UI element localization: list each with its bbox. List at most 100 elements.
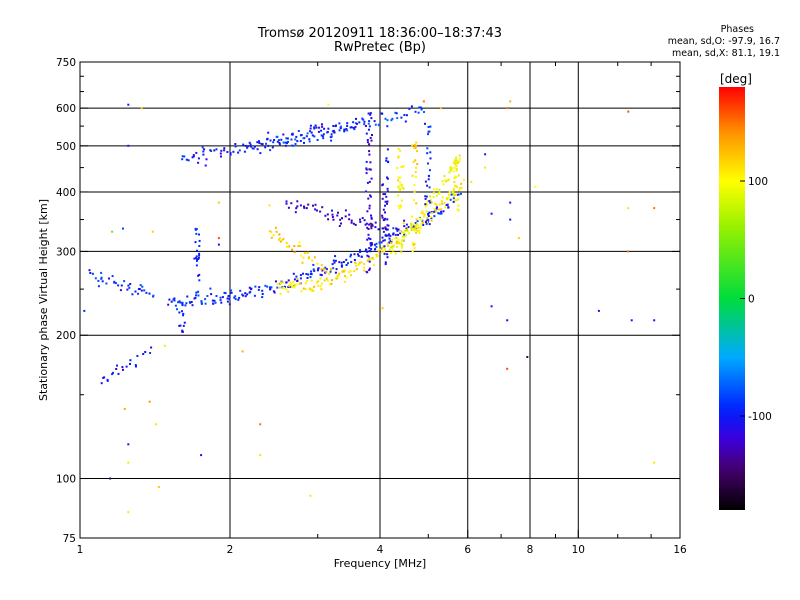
data-point (353, 253, 356, 256)
data-point (312, 289, 315, 292)
data-point (340, 261, 343, 264)
data-points (83, 100, 656, 514)
data-point (179, 301, 182, 304)
data-point (319, 273, 322, 276)
data-point (627, 110, 630, 113)
data-point (349, 270, 352, 273)
data-point (385, 234, 388, 237)
data-point (627, 250, 630, 253)
data-point (213, 299, 216, 302)
data-point (381, 216, 384, 219)
data-point (317, 284, 320, 287)
data-point (391, 239, 393, 242)
data-point (353, 128, 356, 131)
data-point (319, 277, 322, 280)
data-point (370, 216, 373, 219)
data-point (275, 230, 278, 233)
data-point (399, 230, 402, 233)
data-point (382, 230, 385, 233)
data-point (509, 201, 512, 204)
data-point (367, 233, 370, 236)
data-point (151, 230, 154, 233)
data-point (402, 238, 405, 241)
data-point (305, 207, 308, 210)
data-point (404, 234, 407, 237)
data-point (369, 222, 372, 225)
data-point (186, 295, 189, 298)
data-point (270, 236, 273, 239)
data-point (195, 232, 198, 235)
data-point (353, 259, 356, 261)
data-point (438, 212, 441, 215)
data-point (365, 160, 368, 163)
data-point (279, 240, 282, 243)
data-point (329, 270, 332, 273)
data-point (334, 259, 337, 262)
data-point (386, 119, 389, 122)
data-point (386, 125, 389, 128)
data-point (426, 152, 429, 155)
data-point (452, 191, 455, 194)
data-point (328, 272, 331, 275)
data-point (442, 210, 445, 213)
data-point (205, 158, 208, 161)
data-point (427, 178, 430, 181)
data-point (441, 202, 444, 205)
data-point (331, 209, 333, 212)
data-point (254, 145, 256, 148)
data-point (115, 368, 118, 370)
data-point (230, 289, 232, 292)
data-point (303, 205, 305, 208)
data-point (411, 241, 414, 244)
data-point (377, 250, 380, 253)
data-point (172, 298, 175, 301)
data-point (413, 183, 416, 186)
data-point (267, 144, 270, 147)
data-point (400, 165, 403, 168)
data-point (386, 177, 389, 180)
data-point (421, 210, 424, 213)
data-point (213, 149, 216, 152)
data-point (380, 112, 383, 115)
data-point (438, 191, 441, 194)
data-point (198, 273, 201, 276)
data-point (394, 233, 397, 236)
data-point (395, 112, 398, 115)
data-point (320, 129, 323, 132)
colorbar-tick-label: -100 (748, 411, 772, 423)
data-point (429, 169, 431, 172)
data-point (345, 276, 348, 279)
y-tick-label: 750 (56, 57, 76, 69)
data-point (435, 188, 438, 191)
data-point (454, 162, 457, 165)
data-point (254, 285, 257, 288)
data-point (300, 290, 303, 293)
data-point (296, 140, 299, 143)
data-point (234, 145, 237, 148)
data-point (206, 295, 209, 297)
data-point (460, 182, 463, 185)
data-point (127, 511, 130, 514)
data-point (432, 211, 435, 214)
data-point (383, 250, 386, 253)
data-point (195, 264, 198, 267)
data-point (354, 125, 357, 128)
data-point (127, 443, 130, 446)
data-point (289, 285, 292, 288)
data-point (220, 149, 223, 152)
data-point (445, 180, 447, 183)
data-point (366, 259, 369, 262)
data-point (438, 188, 441, 191)
data-point (195, 291, 198, 294)
data-point (400, 251, 403, 254)
data-point (316, 139, 319, 141)
data-point (321, 269, 324, 272)
data-point (410, 222, 413, 225)
data-point (285, 137, 288, 140)
data-point (123, 280, 126, 283)
data-point (458, 160, 461, 163)
data-point (359, 251, 362, 253)
data-point (116, 364, 118, 367)
data-point (179, 324, 182, 327)
data-point (425, 210, 428, 213)
